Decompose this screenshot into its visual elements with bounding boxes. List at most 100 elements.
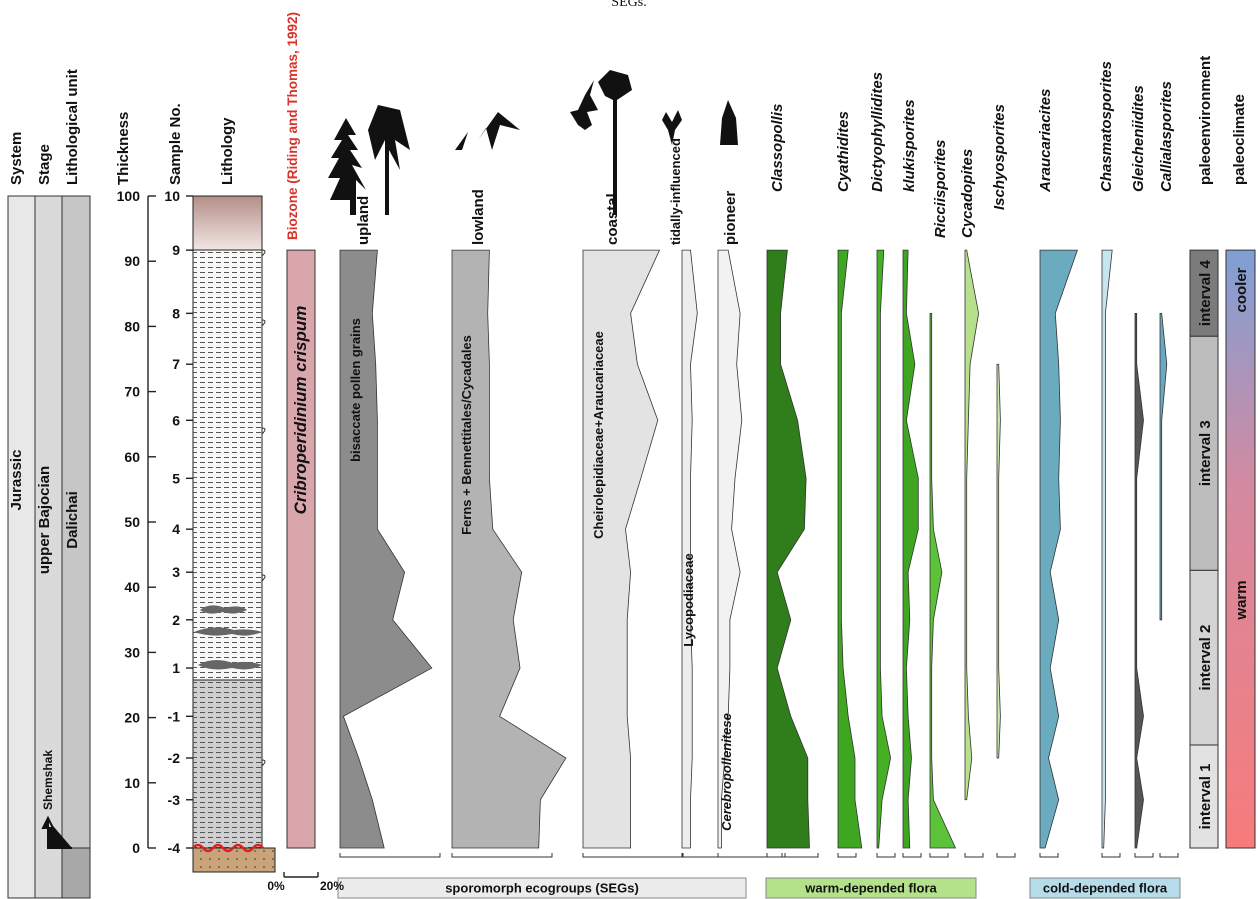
group-bar (337, 877, 747, 899)
sample-label: 5 (172, 470, 180, 486)
sample-label: 6 (172, 412, 180, 428)
lithology-pattern (193, 680, 262, 848)
inner-label: Ferns + Bennettitales/Cycadales (459, 335, 474, 535)
stage-title: Stage (36, 144, 53, 185)
sample-label: 3 (172, 564, 180, 580)
boundary-arrow (41, 815, 72, 849)
y-tick-label: 20 (124, 710, 140, 726)
taxon-curve (766, 249, 810, 849)
unit-label: Dalichai (64, 491, 81, 549)
taxon-name: klukisporites (901, 99, 918, 192)
lithology-pattern (193, 250, 262, 680)
stage-box (34, 195, 63, 899)
y-tick-label: 60 (124, 449, 140, 465)
column-base (964, 853, 984, 858)
sample-label: 10 (164, 188, 180, 204)
column-base (766, 853, 786, 858)
taxon-name: tidally-influenced (668, 138, 683, 245)
taxon-curve (582, 249, 661, 849)
taxon-curve (451, 249, 567, 849)
taxon-curve (996, 363, 1001, 759)
column-base (1101, 853, 1121, 858)
group-bar (1029, 877, 1181, 899)
sample-label: -3 (168, 792, 181, 808)
biozone-bar (286, 249, 316, 849)
column-base (1039, 853, 1059, 858)
taxon-curve (681, 249, 698, 849)
sample-title: Sample No. (167, 103, 184, 185)
interval-box (1189, 335, 1219, 571)
y-tick-label: 100 (117, 188, 141, 204)
y-title: Thickness (115, 112, 132, 185)
taxon-name: coastal (604, 193, 621, 245)
unconformity (192, 843, 264, 853)
sample-label: 7 (172, 356, 180, 372)
taxon-name: Araucariacites (1037, 89, 1054, 193)
unit-box (61, 195, 91, 849)
taxon-name: Callialasporites (1158, 81, 1175, 192)
group-label: sporomorph ecogroups (SEGs) (445, 880, 639, 895)
group-label: warm-depended flora (804, 880, 937, 895)
climate-bar (1225, 249, 1256, 849)
unit-label: Shemshak (41, 750, 55, 810)
weathering-profile (261, 249, 266, 767)
column-base (996, 853, 1016, 858)
column-base (902, 853, 922, 858)
taxon-curve (837, 249, 863, 849)
taxon-name: Ischyosporites (991, 104, 1008, 210)
inner-label: bisaccate pollen grains (348, 318, 363, 462)
plant-icons (328, 70, 738, 215)
inner-label: Lycopodiaceae (681, 553, 696, 646)
interval-label: interval 3 (1197, 420, 1214, 486)
biozone-name: Cribroperidinium crispum (291, 306, 310, 515)
stage-label: upper Bajocian (36, 466, 53, 574)
taxon-curve (1039, 249, 1078, 849)
climate-label: cooler (1233, 267, 1250, 312)
taxon-curve (1159, 312, 1168, 621)
taxon-curve (1101, 249, 1113, 849)
y-tick-label: 70 (124, 384, 140, 400)
taxon-curve (876, 249, 892, 849)
sample-label: 4 (172, 521, 180, 537)
sample-label: -1 (168, 708, 181, 724)
y-tick-label: 50 (124, 514, 140, 530)
unit-box-lower (61, 847, 91, 899)
column-base (1159, 853, 1179, 858)
interval-box (1189, 744, 1219, 849)
column-base (339, 853, 441, 858)
interval-label: interval 4 (1197, 260, 1214, 327)
system-label: Jurassic (8, 450, 25, 511)
group-label: cold-depended flora (1043, 880, 1168, 895)
taxon-curve (1134, 312, 1144, 849)
climate-label: warm (1233, 580, 1250, 620)
interval-label: interval 2 (1197, 625, 1214, 691)
lithology-title: Lithology (219, 117, 236, 185)
sample-label: 9 (172, 242, 180, 258)
x-tick-label: 0% (267, 879, 285, 893)
y-tick-label: 0 (132, 840, 140, 856)
column-base (876, 853, 896, 858)
lithology-sandstone (192, 847, 276, 873)
y-tick-label: 30 (124, 644, 140, 660)
paleoclimate-title: paleoclimate (1231, 94, 1248, 185)
sample-label: 8 (172, 305, 180, 321)
y-tick-label: 10 (124, 775, 140, 791)
caption: SEGs. (611, 0, 646, 10)
taxon-name: Ricciisporites (932, 140, 949, 238)
taxon-name: Cyathidites (835, 111, 852, 192)
unit-title: Lithological unit (64, 69, 81, 185)
column-base (1134, 853, 1154, 858)
taxon-curve (717, 249, 743, 849)
taxon-name: pioneer (722, 191, 739, 245)
column-base (451, 853, 553, 858)
interval-box (1189, 249, 1219, 337)
y-tick-label: 80 (124, 318, 140, 334)
taxon-curve (902, 249, 919, 849)
taxon-name: lowland (470, 189, 487, 245)
sample-label: 1 (172, 660, 180, 676)
sample-label: 2 (172, 612, 180, 628)
biozone-title: Biozone (Riding and Thomas, 1992) (285, 12, 300, 240)
inner-label: Cerebropollenitese (719, 713, 734, 831)
x-tick-label: 20% (320, 879, 344, 893)
